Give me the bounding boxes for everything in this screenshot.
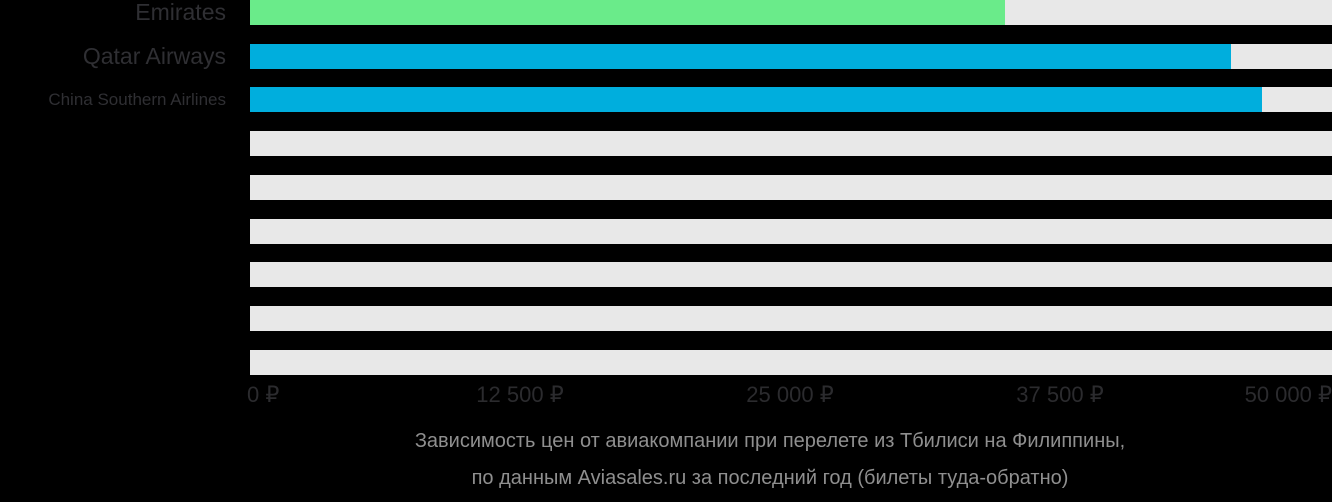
caption-line-2: по данным Aviasales.ru за последний год … <box>471 467 1069 489</box>
bar-label-2: China Southern Airlines <box>48 90 226 109</box>
bar-row-2: China Southern Airlines <box>0 87 1332 112</box>
x-axis-label-0: 0 ₽ <box>247 382 280 407</box>
bar-label-1: Qatar Airways <box>82 43 226 69</box>
x-axis-label-1: 12 500 ₽ <box>476 382 564 407</box>
bar-row-7 <box>0 306 1332 331</box>
chart-caption: Зависимость цен от авиакомпании при пере… <box>104 423 1332 497</box>
caption-line-1: Зависимость цен от авиакомпании при пере… <box>414 430 1126 452</box>
bar-track-8 <box>250 350 1332 375</box>
bar-row-8 <box>0 350 1332 375</box>
bar-track-5 <box>250 219 1332 244</box>
bar-track-3 <box>250 131 1332 156</box>
bar-fill-2[interactable] <box>250 87 1262 112</box>
bar-label-0: Emirates <box>135 0 226 25</box>
bar-row-6 <box>0 262 1332 287</box>
bar-row-3 <box>0 131 1332 156</box>
bar-track-6 <box>250 262 1332 287</box>
bar-row-4 <box>0 175 1332 200</box>
bar-fill-0[interactable] <box>250 0 1005 25</box>
x-axis-label-2: 25 000 ₽ <box>746 382 834 407</box>
bar-row-0: Emirates <box>0 0 1332 25</box>
bar-track-4 <box>250 175 1332 200</box>
bar-row-1: Qatar Airways <box>0 44 1332 69</box>
x-axis-label-4: 50 000 ₽ <box>1244 382 1332 407</box>
bar-track-7 <box>250 306 1332 331</box>
bar-fill-1[interactable] <box>250 44 1231 69</box>
x-axis-label-3: 37 500 ₽ <box>1016 382 1104 407</box>
bar-row-5 <box>0 219 1332 244</box>
